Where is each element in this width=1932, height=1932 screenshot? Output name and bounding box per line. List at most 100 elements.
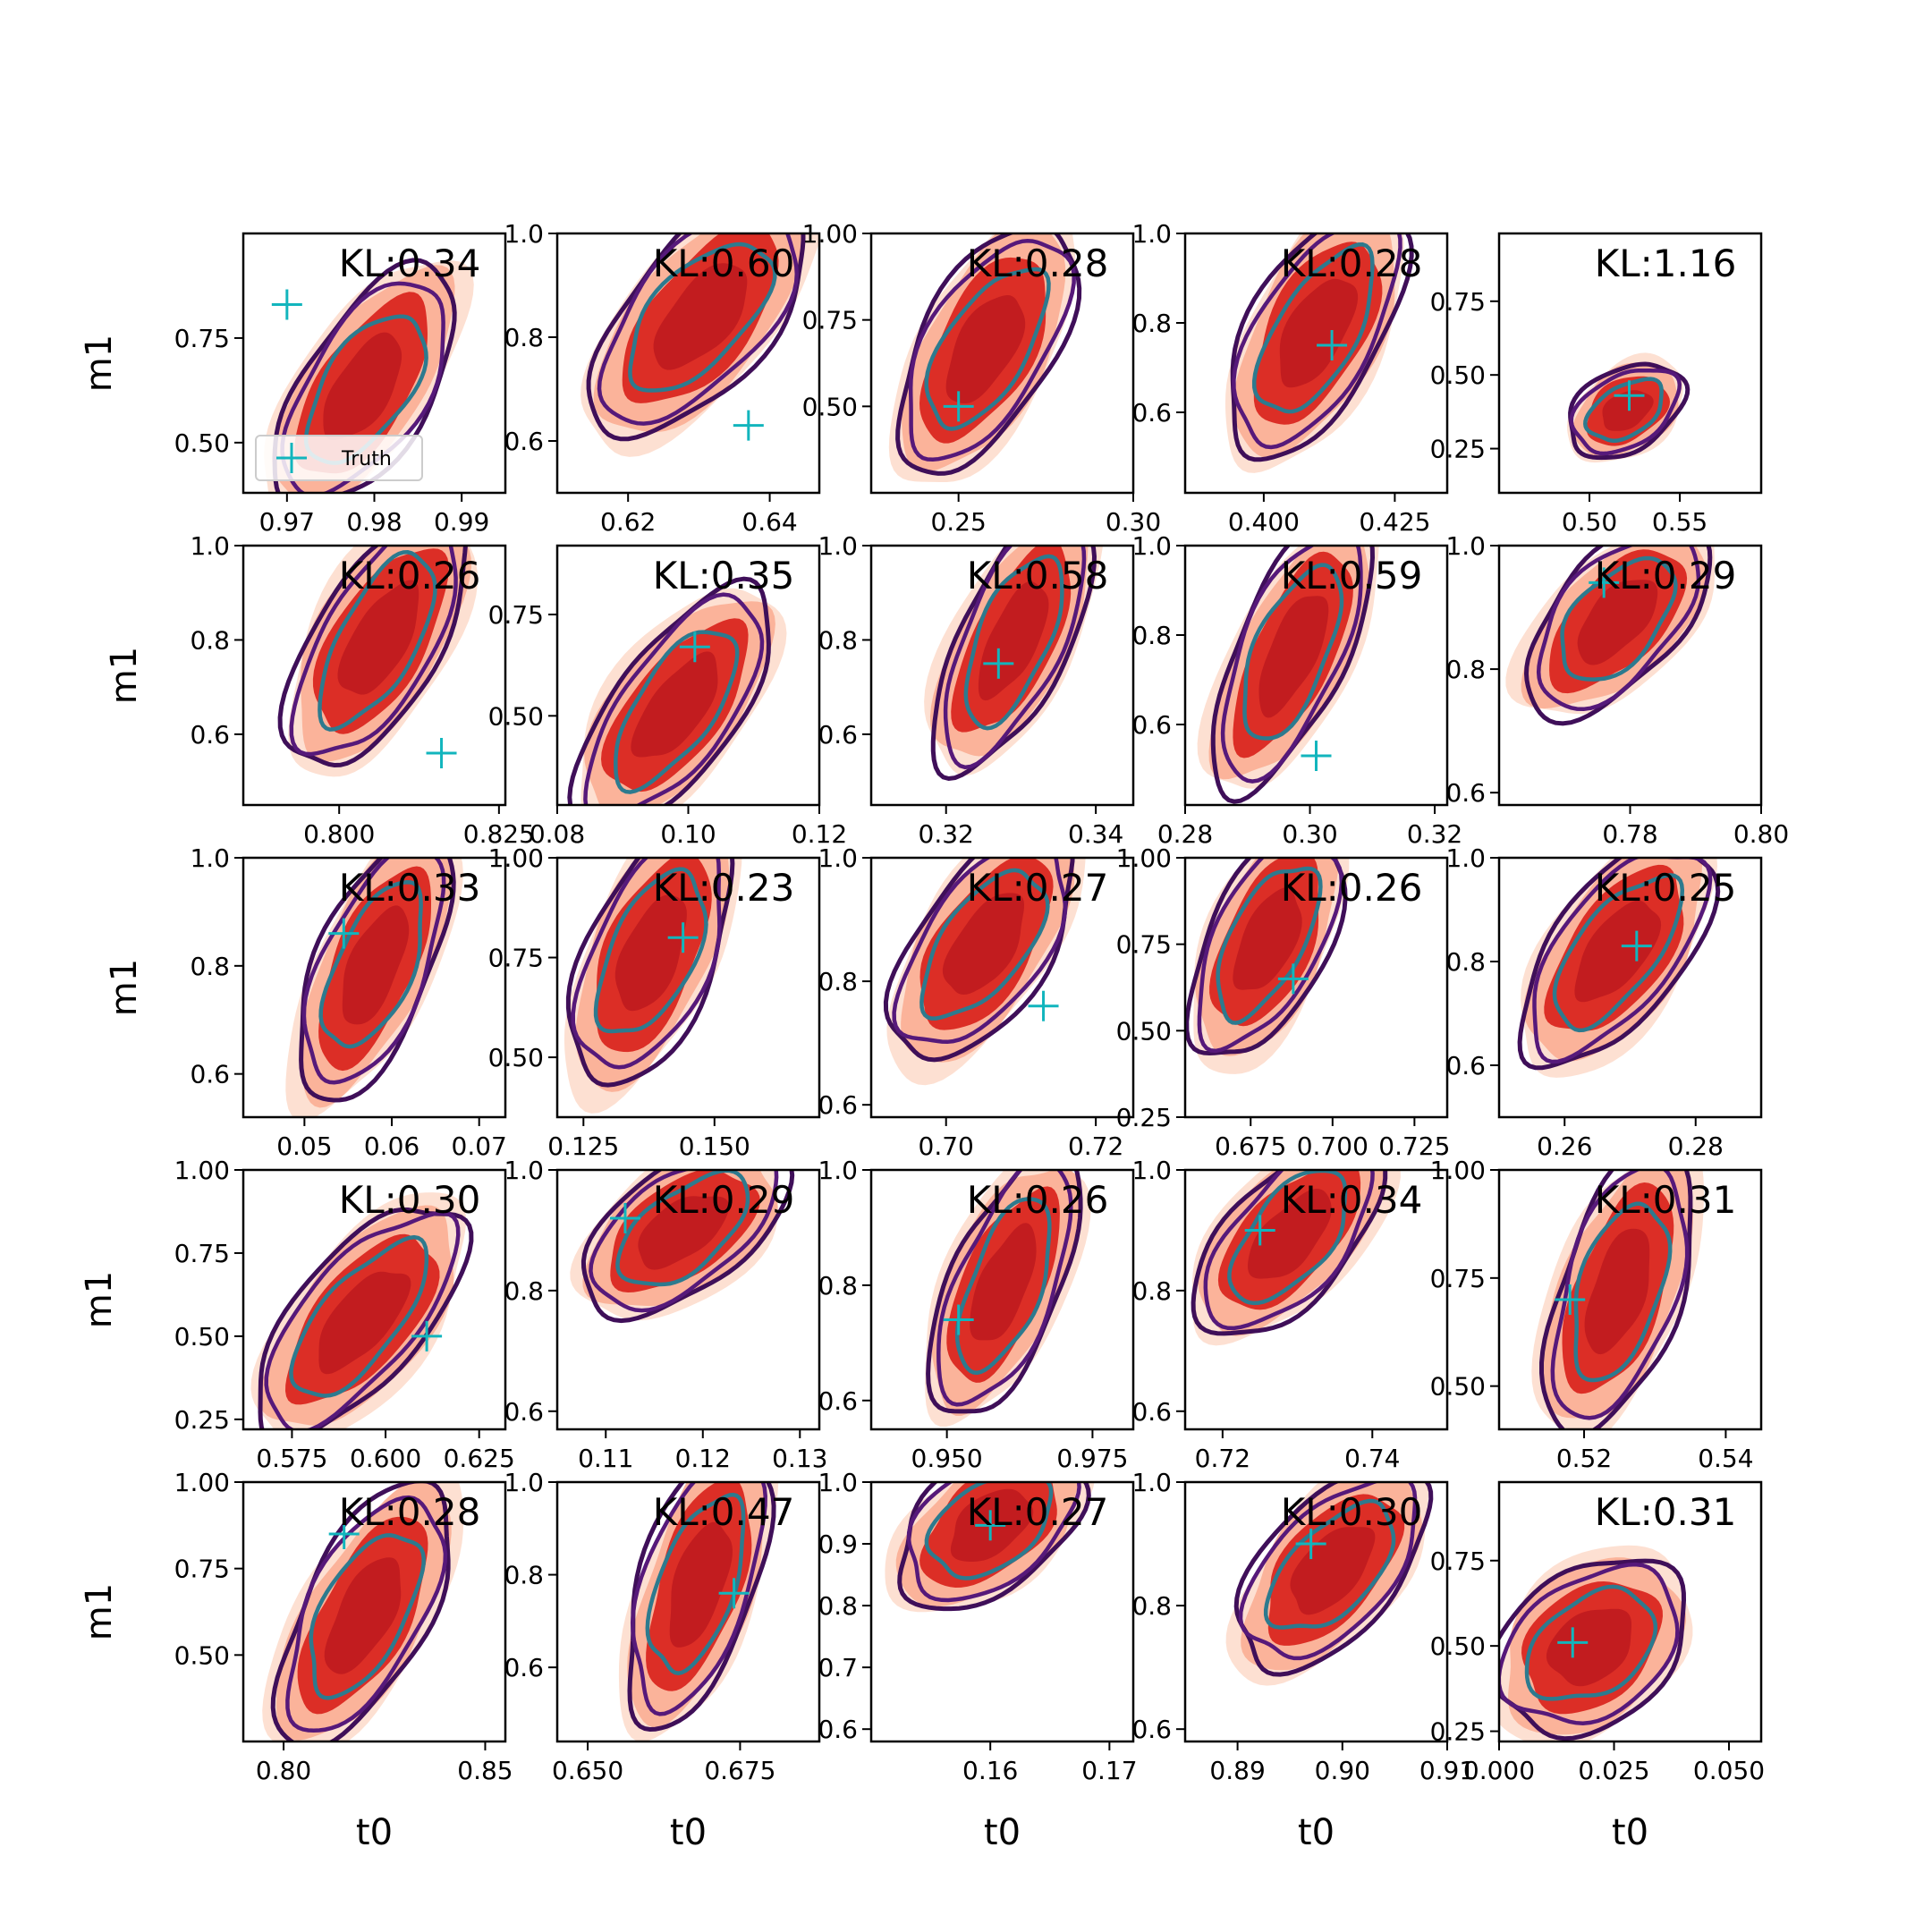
x-axis-label: t0	[1298, 1812, 1335, 1853]
density-fill-core	[653, 263, 748, 370]
truth-marker	[328, 1519, 360, 1549]
x-tick-label: 0.12	[675, 1444, 731, 1473]
contour-line-inner	[954, 1197, 1052, 1376]
kl-label: KL:0.27	[967, 1490, 1109, 1534]
x-tick-label: 0.975	[1056, 1444, 1128, 1473]
density-fill-core	[942, 893, 1024, 995]
panel-18: 0.950 0.975 0.6 0.8 1.0 KL:0.26	[818, 1156, 1135, 1473]
y-tick-label: 0.75	[1116, 930, 1172, 960]
density-contours	[1197, 546, 1379, 804]
x-tick-label: 0.62	[600, 507, 656, 537]
contour-line-inner	[919, 868, 1050, 1021]
truth-marker	[609, 1202, 640, 1233]
density-fill-core	[945, 295, 1026, 403]
kl-label: KL:0.58	[967, 554, 1109, 597]
contour-line-inner	[924, 1482, 1054, 1580]
axes-frame	[1183, 1168, 1449, 1431]
truth-marker	[1317, 330, 1348, 360]
contour-line-mid	[301, 858, 446, 1085]
y-tick-label: 0.6	[818, 1090, 858, 1120]
kl-label: KL:0.28	[339, 1490, 481, 1534]
x-tick-label: 0.07	[452, 1131, 507, 1161]
contour-line-inner	[614, 630, 740, 794]
y-tick-label: 0.9	[818, 1530, 858, 1559]
density-contours	[1567, 352, 1690, 463]
x-tick-label: 0.425	[1359, 507, 1430, 537]
contour-line-inner	[645, 1492, 746, 1675]
contour-line-mid	[1220, 546, 1363, 784]
x-tick-label: 0.28	[1157, 819, 1213, 849]
x-tick-label: 0.34	[1068, 819, 1123, 849]
density-fill-core	[1248, 1189, 1332, 1279]
truth-marker	[271, 289, 302, 320]
y-tick-label: 0.50	[174, 1640, 230, 1670]
density-contours	[1224, 233, 1414, 473]
density-contours	[580, 233, 819, 457]
y-tick-label: 0.6	[190, 1060, 230, 1089]
x-tick-label: 0.950	[911, 1444, 983, 1473]
x-tick-label: 0.050	[1693, 1756, 1765, 1785]
y-tick-label: 0.6	[1131, 1397, 1172, 1427]
contour-line-mid	[1238, 1482, 1418, 1661]
x-tick-label: 0.32	[1407, 819, 1462, 849]
contour-line-mid	[280, 281, 445, 493]
density-fill-core	[638, 1196, 730, 1270]
axes-frame	[869, 1168, 1135, 1431]
contour-line-inner	[309, 1533, 426, 1700]
x-axis-label: t0	[1612, 1812, 1648, 1853]
x-tick-label: 0.825	[463, 819, 535, 849]
density-contours	[264, 258, 474, 493]
contour-line-inner	[318, 550, 437, 732]
contour-line-mid	[589, 1170, 779, 1313]
contour-line-mid	[264, 1210, 461, 1429]
x-tick-label: 0.800	[303, 819, 375, 849]
y-tick-label: 0.25	[174, 1405, 230, 1435]
density-fill-core	[1233, 887, 1302, 990]
legend: Truth	[255, 435, 423, 481]
y-tick-label: 0.25	[1116, 1103, 1172, 1132]
x-tick-label: 0.675	[1215, 1131, 1286, 1161]
y-tick-label: 1.0	[818, 1468, 858, 1497]
axes-frame	[1497, 232, 1763, 495]
panel-19: 0.72 0.74 0.6 0.8 1.0 KL:0.34	[1131, 1156, 1449, 1473]
truth-marker	[1301, 741, 1332, 771]
density-fill-core	[1584, 1228, 1650, 1355]
axes-frame	[242, 544, 507, 807]
kl-label: KL:0.31	[1595, 1490, 1737, 1534]
contour-line-inner	[318, 880, 423, 1049]
y-axis-label: m1	[79, 335, 120, 392]
y-tick-label: 0.6	[1131, 398, 1172, 428]
contour-line-outer	[567, 576, 771, 805]
x-tick-label: 0.000	[1463, 1756, 1535, 1785]
x-tick-label: 0.125	[547, 1131, 619, 1161]
x-tick-label: 0.675	[704, 1756, 775, 1785]
y-tick-label: 1.0	[504, 1156, 544, 1185]
kl-label: KL:0.35	[653, 554, 795, 597]
contour-line-inner	[1560, 555, 1678, 682]
contour-line-mid	[1550, 1170, 1690, 1420]
y-tick-label: 0.8	[1445, 655, 1486, 684]
x-tick-label: 0.08	[530, 819, 585, 849]
density-fill-core	[1574, 900, 1662, 1003]
x-tick-label: 0.30	[1282, 819, 1337, 849]
density-fill-core	[342, 905, 410, 1025]
density-contours	[1531, 1170, 1704, 1429]
kl-label: KL:0.29	[653, 1178, 795, 1222]
truth-marker	[975, 1510, 1006, 1541]
panel-4: 0.400 0.425 0.6 0.8 1.0 KL:0.28	[1131, 219, 1449, 537]
density-contours	[277, 546, 478, 777]
y-tick-label: 0.8	[818, 967, 858, 996]
contour-line-outer	[580, 1170, 795, 1324]
kl-label: KL:0.47	[653, 1490, 795, 1534]
density-fill-core	[318, 1271, 411, 1375]
x-tick-label: 0.10	[660, 819, 716, 849]
density-contours	[1499, 1545, 1693, 1741]
y-tick-label: 0.50	[802, 392, 858, 421]
y-tick-label: 1.0	[1445, 531, 1486, 561]
y-tick-label: 0.50	[488, 701, 544, 731]
kl-label: KL:0.30	[1281, 1490, 1423, 1534]
y-tick-label: 0.8	[818, 1591, 858, 1621]
x-axis-label: t0	[670, 1812, 707, 1853]
y-tick-label: 0.8	[504, 1561, 544, 1590]
density-contours	[1191, 1170, 1401, 1346]
